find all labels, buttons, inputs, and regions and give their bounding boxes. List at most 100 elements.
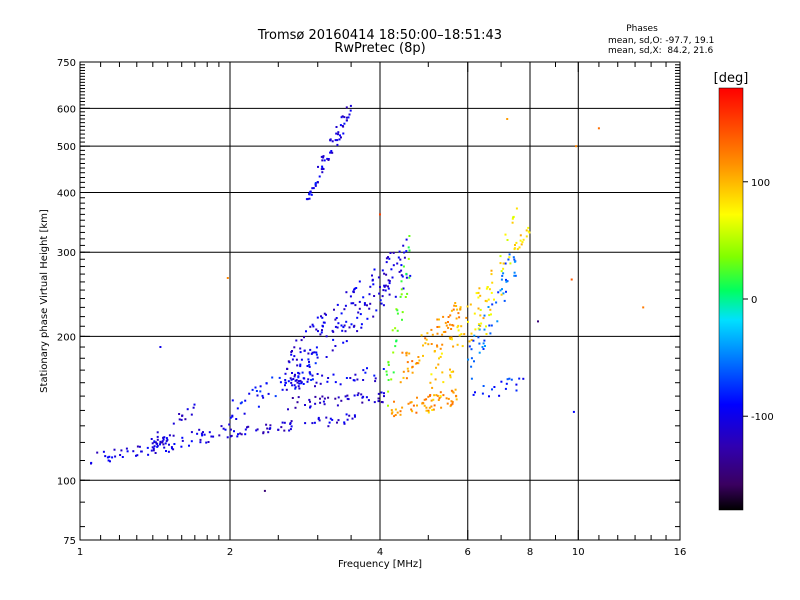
data-point [467, 358, 470, 361]
data-point [504, 233, 507, 236]
data-point [477, 327, 480, 330]
data-point [417, 362, 420, 365]
data-point [319, 401, 322, 404]
data-point [432, 408, 435, 411]
data-point [414, 362, 417, 365]
data-point [514, 244, 516, 246]
data-point [460, 333, 463, 336]
data-point [297, 376, 300, 379]
data-point [352, 325, 355, 328]
data-point [446, 402, 449, 405]
data-point [449, 368, 451, 371]
data-point [349, 109, 352, 112]
data-point [448, 323, 451, 326]
data-point [385, 261, 388, 264]
data-point [429, 394, 432, 396]
data-point [380, 401, 383, 403]
data-point [178, 413, 181, 415]
data-point [262, 396, 265, 399]
data-point [331, 349, 334, 352]
data-point [314, 182, 317, 184]
data-point [231, 399, 234, 402]
data-point [114, 455, 117, 458]
data-point [472, 393, 475, 396]
data-point [482, 348, 485, 350]
data-point [301, 371, 304, 374]
data-point [431, 333, 434, 336]
data-point [447, 326, 450, 329]
data-point [403, 251, 406, 254]
data-point [336, 139, 339, 142]
data-point [336, 421, 338, 424]
data-point [439, 355, 442, 358]
data-point [302, 383, 305, 385]
data-point [470, 377, 473, 380]
data-point [358, 307, 361, 310]
data-point [477, 323, 480, 326]
data-point [442, 331, 445, 333]
data-point [472, 339, 475, 342]
data-point [458, 334, 461, 337]
data-point [449, 405, 452, 408]
data-point [520, 243, 523, 246]
data-point [393, 415, 396, 418]
data-point [353, 287, 356, 290]
data-point [321, 316, 324, 319]
x-tick-label: 4 [377, 547, 383, 558]
data-point [481, 392, 484, 395]
data-point [505, 290, 507, 293]
data-point [473, 312, 476, 315]
colorbar-tick-label: 0 [751, 295, 757, 306]
data-point [356, 394, 359, 397]
data-point [454, 302, 457, 304]
data-point [484, 345, 486, 347]
data-point [335, 132, 338, 135]
data-point [418, 359, 421, 362]
data-point [438, 357, 440, 360]
chart-subtitle: RwPretec (8p) [334, 41, 425, 56]
data-point [307, 352, 310, 355]
data-point [391, 276, 394, 279]
data-point [218, 434, 221, 437]
data-point [513, 258, 516, 261]
data-point [323, 159, 326, 162]
data-point [511, 221, 514, 224]
data-point [111, 456, 114, 459]
data-point [403, 256, 406, 259]
data-point [255, 390, 258, 392]
data-point [323, 312, 326, 315]
data-point [422, 354, 424, 357]
data-point [411, 360, 414, 363]
data-point [410, 408, 413, 411]
data-point [373, 268, 376, 271]
data-point [113, 448, 116, 451]
data-point [482, 317, 485, 320]
data-point [525, 235, 528, 238]
data-point [513, 274, 516, 277]
data-point [516, 248, 519, 251]
data-point [385, 257, 388, 260]
data-point [400, 293, 403, 296]
data-point [327, 159, 330, 161]
data-point [135, 454, 137, 457]
data-point [400, 274, 403, 277]
data-point [480, 322, 483, 325]
data-point [321, 374, 324, 377]
data-point [485, 300, 488, 303]
data-point [487, 298, 490, 301]
data-point [290, 353, 293, 356]
data-point [286, 368, 289, 370]
data-point [383, 285, 386, 288]
data-point [412, 404, 415, 407]
data-point [244, 428, 247, 431]
data-point [363, 303, 366, 306]
data-point [490, 269, 493, 272]
data-point [199, 441, 202, 444]
data-point [147, 453, 150, 456]
data-point [244, 433, 247, 436]
data-point [284, 384, 286, 387]
data-point [322, 168, 325, 170]
data-point [266, 427, 269, 430]
data-point [455, 398, 458, 401]
data-point [263, 489, 266, 492]
